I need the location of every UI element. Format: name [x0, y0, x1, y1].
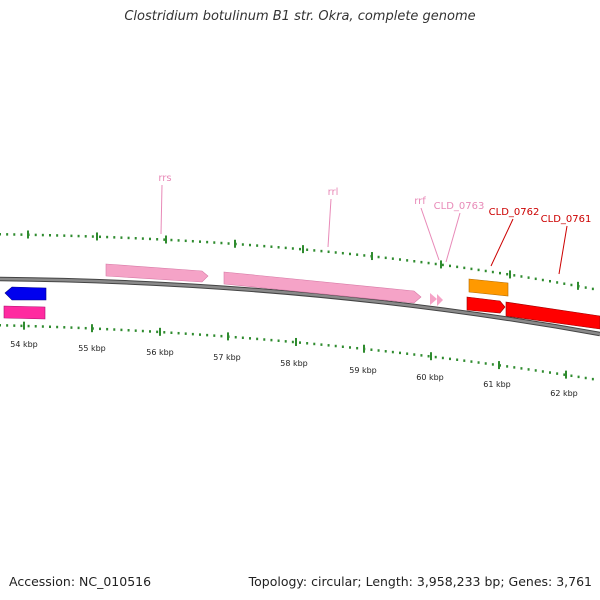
leader-line [420, 207, 440, 261]
backbone-line [0, 277, 600, 336]
outer-tick-ring [0, 230, 594, 291]
gene-CLD_0761 [505, 301, 600, 330]
gene-rrf [430, 293, 437, 305]
tick-label: 60 kbp [416, 373, 444, 382]
gene-label-rrl: rrl [328, 187, 339, 198]
tick-label: 57 kbp [213, 353, 241, 362]
accession-label: Accession: NC_010516 [9, 574, 152, 589]
tick-label: 55 kbp [78, 344, 106, 353]
gene-label-rrf: rrf [414, 196, 426, 207]
gene-CLD_0763 [437, 294, 443, 306]
kbp-tick-labels: 54 kbp 55 kbp 56 kbp 57 kbp 58 kbp 59 kbp 60 k… [10, 340, 578, 398]
genome-summary-label: Topology: circular; Length: 3,958,233 bp… [248, 574, 592, 589]
gene-red-small [466, 296, 506, 314]
inner-tick-ring [0, 321, 594, 381]
tick-label: 56 kbp [146, 348, 174, 357]
gene-features [3, 263, 600, 330]
leader-line [490, 218, 514, 267]
tick-label: 58 kbp [280, 359, 308, 368]
leader-line [558, 225, 568, 275]
gene-label-CLD_0762: CLD_0762 [489, 207, 540, 218]
leader-line [445, 212, 461, 263]
gene-label-CLD_0763: CLD_0763 [434, 201, 485, 212]
tick-label: 62 kbp [550, 389, 578, 398]
leader-line [160, 184, 163, 235]
gene-blue-reverse [4, 286, 47, 301]
gene-label-rrs: rrs [158, 173, 171, 184]
map-title: Clostridium botulinum B1 str. Okra, comp… [124, 9, 476, 24]
tick-label: 61 kbp [483, 380, 511, 389]
gene-CLD_0762 [468, 278, 509, 297]
gene-rrs [105, 263, 209, 283]
tick-label: 54 kbp [10, 340, 38, 349]
tick-label: 59 kbp [349, 366, 377, 375]
leader-line [327, 198, 332, 248]
gene-rrl [223, 271, 422, 304]
genome-backbone [0, 276, 600, 337]
gene-magenta-reverse [3, 305, 46, 320]
gene-label-CLD_0761: CLD_0761 [541, 214, 592, 225]
